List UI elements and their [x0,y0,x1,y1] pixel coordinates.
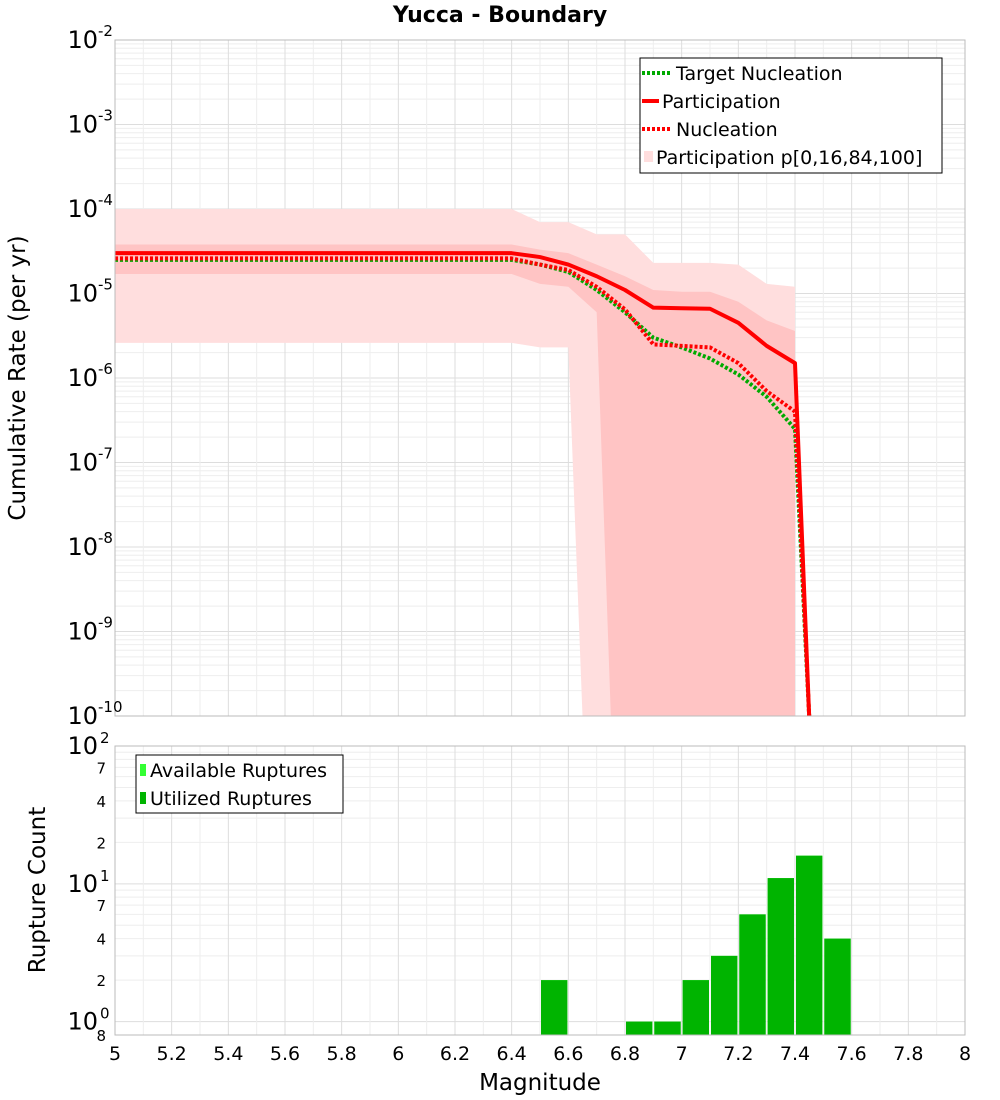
top-y-tick: 10 -10 [67,698,122,730]
top-y-tick: 10 -2 [67,22,113,54]
x-tick-label: 7.6 [837,1043,867,1065]
bottom-y-axis-title: Rupture Count [25,807,51,973]
bottom-y-tick: 10 2 [67,729,109,760]
bottom-y-tick-base: 10 [67,1008,98,1036]
bottom-y-tick-base: 10 [67,870,98,898]
x-tick-label: 7.2 [723,1043,753,1065]
participation-line [115,251,812,717]
x-tick-label: 7 [676,1043,688,1065]
legend-swatch-participation-band [644,151,653,162]
bottom-y-tick-exponent: 1 [100,867,110,885]
utilized-rupture-bar [711,955,738,1035]
x-tick-label: 6.6 [553,1043,583,1065]
bottom-y-tick: 10 0 [67,1005,109,1036]
top-plot-frame [114,39,966,717]
bottom-y-tick-exponent: 2 [100,729,110,747]
top-y-axis-title: Cumulative Rate (per yr) [5,235,31,520]
top-y-tick-base: 10 [67,533,98,561]
legend-label-target-nucleation: Target Nucleation [675,63,843,85]
x-tick-labels: 5 5.2 5.4 5.6 5.8 6 6.2 6.4 6.6 6.8 7 7.2 7.4 7.6 7.8 8 [109,1043,971,1065]
bottom-plot-frame [114,745,966,1036]
top-y-tick-base: 10 [67,702,98,730]
utilized-rupture-bar [682,980,709,1035]
x-tick-label: 6.4 [497,1043,527,1065]
x-tick-label: 8 [959,1043,971,1065]
bottom-y-minor-tick: 2 [96,972,106,990]
utilized-rupture-bar [739,914,766,1035]
bottom-y-minor-tick: 8 [96,1027,106,1045]
x-tick-label: 5.4 [213,1043,243,1065]
x-tick-label: 6 [392,1043,404,1065]
utilized-rupture-bar [654,1021,681,1035]
top-y-tick: 10 -7 [67,445,113,477]
top-y-tick-exponent: -9 [98,614,113,632]
utilized-rupture-bar [796,855,823,1035]
nucleation-line [115,256,812,717]
top-y-tick-exponent: -8 [98,529,113,547]
bottom-y-minor-tick: 2 [96,834,106,852]
top-y-tick-base: 10 [67,26,98,54]
bottom-bars [541,855,851,1035]
top-y-tick-exponent: -4 [98,191,113,209]
legend-swatch-available [140,764,146,776]
bottom-y-tick: 10 1 [67,867,109,898]
x-axis-title: Magnitude [479,1070,601,1096]
top-y-tick: 10 -4 [67,191,113,223]
bottom-y-minor-tick: 7 [96,897,106,915]
legend-label-participation: Participation [662,91,781,113]
top-y-tick: 10 -9 [67,614,113,646]
legend-swatch-utilized [140,792,146,804]
bottom-y-minor-tick: 4 [96,793,106,811]
top-y-tick-base: 10 [67,364,98,392]
top-y-tick-base: 10 [67,111,98,139]
x-tick-label: 5.8 [327,1043,357,1065]
top-y-tick-exponent: -5 [98,276,113,294]
top-y-tick-labels: 10-210-310-410-510-610-710-810-910-10 [67,22,122,730]
top-y-tick-base: 10 [67,449,98,477]
top-panel: 10-210-310-410-510-610-710-810-910-10 Cu… [5,22,966,730]
top-y-tick-base: 10 [67,195,98,223]
x-tick-label: 6.8 [610,1043,640,1065]
x-tick-label: 6.2 [440,1043,470,1065]
bottom-legend: Available Ruptures Utilized Ruptures [135,754,344,814]
top-y-tick: 10 -5 [67,276,113,308]
bottom-y-minor-tick: 7 [96,759,106,777]
utilized-rupture-bar [824,938,851,1035]
top-y-tick: 10 -8 [67,529,113,561]
x-tick-label: 5.6 [270,1043,300,1065]
top-lines [115,251,812,717]
bottom-y-minor-tick: 4 [96,931,106,949]
x-tick-label: 5 [109,1043,121,1065]
top-y-tick-base: 10 [67,280,98,308]
top-y-tick-exponent: -10 [98,698,123,716]
utilized-rupture-bar [626,1021,653,1035]
x-tick-label: 7.4 [780,1043,810,1065]
top-y-tick-base: 10 [67,618,98,646]
top-y-tick: 10 -6 [67,360,113,392]
bottom-y-tick-base: 10 [67,732,98,760]
top-y-tick-exponent: -2 [98,22,113,40]
top-y-tick-exponent: -6 [98,360,113,378]
participation-band-p16-p84 [115,244,795,716]
top-y-tick-exponent: -3 [98,107,113,125]
legend-label-nucleation: Nucleation [676,119,778,141]
top-legend: Target Nucleation Participation Nucleati… [639,57,943,174]
utilized-rupture-bar [541,980,568,1035]
x-tick-label: 7.8 [893,1043,923,1065]
top-y-tick: 10 -3 [67,107,113,139]
x-tick-label: 5.2 [157,1043,187,1065]
bottom-legend-box [135,754,344,814]
utilized-rupture-bar [767,878,794,1035]
legend-label-utilized: Utilized Ruptures [150,788,312,810]
top-legend-box [639,57,943,174]
chart-title: Yucca - Boundary [392,3,607,28]
legend-label-available: Available Ruptures [150,760,327,782]
top-y-tick-exponent: -7 [98,445,113,463]
bottom-y-tick-exponent: 0 [100,1005,110,1023]
legend-label-participation-band: Participation p[0,16,84,100] [656,147,922,169]
top-bands [115,209,795,716]
